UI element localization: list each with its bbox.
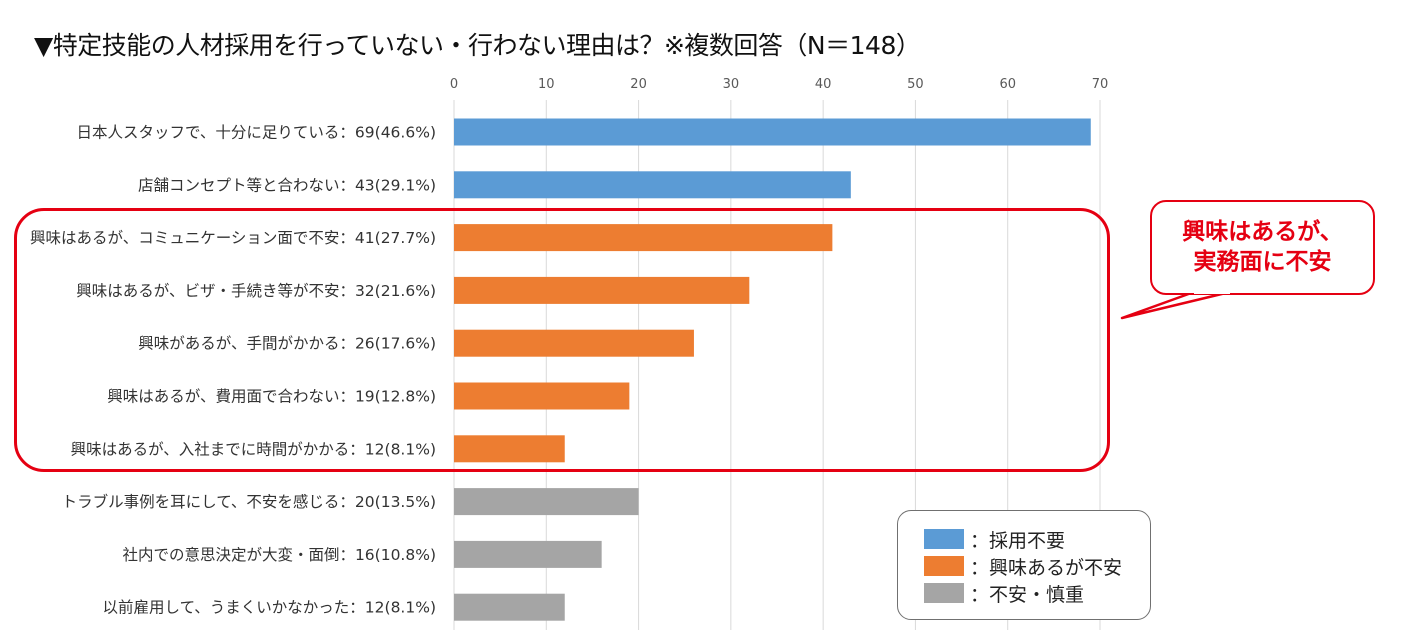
bar <box>454 488 639 516</box>
x-tick-label: 40 <box>815 77 832 92</box>
category-label: 興味はあるが、ビザ・手続き等が不安：32(21.6%) <box>76 282 436 300</box>
category-label: 以前雇用して、うまくいかなかった：12(8.1%) <box>103 599 436 617</box>
category-label: 社内での意思決定が大変・面倒：16(10.8%) <box>122 545 436 564</box>
callout-text: 興味はあるが、 実務面に不安 <box>1182 218 1343 278</box>
x-tick-label: 10 <box>538 77 555 92</box>
x-tick-label: 0 <box>450 77 458 92</box>
legend-swatch <box>924 556 964 576</box>
bar <box>454 224 833 252</box>
legend-item-interested-worried: ：興味あるが不安 <box>924 554 1123 579</box>
bar <box>454 435 565 463</box>
legend-label: ：興味あるが不安 <box>970 556 1123 579</box>
category-labels: 日本人スタッフで、十分に足りている：69(46.6%) 店舗コンセプト等と合わない… <box>30 124 436 617</box>
legend-label: ：不安・慎重 <box>970 583 1085 606</box>
bar <box>454 171 851 199</box>
bars <box>454 118 1091 621</box>
callout-box: 興味はあるが、 実務面に不安 <box>1150 200 1375 295</box>
category-label: 興味はあるが、費用面で合わない：19(12.8%) <box>107 388 436 406</box>
legend: ：採用不要 ：興味あるが不安 ：不安・慎重 <box>897 510 1151 620</box>
category-label: 興味があるが、手間がかかる：26(17.6%) <box>138 335 436 353</box>
callout-line-1: 興味はあるが、 <box>1182 218 1343 245</box>
highlight-frame <box>14 208 1110 472</box>
callout-line-2: 実務面に不安 <box>1193 248 1332 275</box>
bar <box>454 276 750 304</box>
legend-item-cautious: ：不安・慎重 <box>924 581 1085 606</box>
x-tick-label: 70 <box>1092 77 1109 92</box>
legend-swatch <box>924 529 964 549</box>
bar <box>454 329 694 357</box>
legend-label: ：採用不要 <box>970 529 1066 552</box>
chart-title: ▼特定技能の人材採用を行っていない・行わない理由は？※複数回答（N＝148） <box>34 31 921 60</box>
x-tick-label: 30 <box>723 77 740 92</box>
legend-swatch <box>924 583 964 603</box>
bar <box>454 382 630 410</box>
bar <box>454 118 1091 146</box>
x-tick-label: 50 <box>907 77 924 92</box>
category-label: 興味はあるが、入社までに時間がかかる：12(8.1%) <box>71 440 436 458</box>
legend-item-no-need: ：採用不要 <box>924 527 1066 552</box>
category-label: トラブル事例を耳にして、不安を感じる：20(13.5%) <box>62 492 436 511</box>
bar <box>454 540 602 568</box>
category-label: 店舗コンセプト等と合わない：43(29.1%) <box>138 176 436 194</box>
x-axis-ticks: 0 10 20 30 40 50 60 70 <box>450 77 1108 92</box>
x-tick-label: 20 <box>630 77 647 92</box>
category-label: 日本人スタッフで、十分に足りている：69(46.6%) <box>77 124 436 142</box>
bar <box>454 593 565 621</box>
category-label: 興味はあるが、コミュニケーション面で不安：41(27.7%) <box>30 229 436 247</box>
x-tick-label: 60 <box>999 77 1016 92</box>
